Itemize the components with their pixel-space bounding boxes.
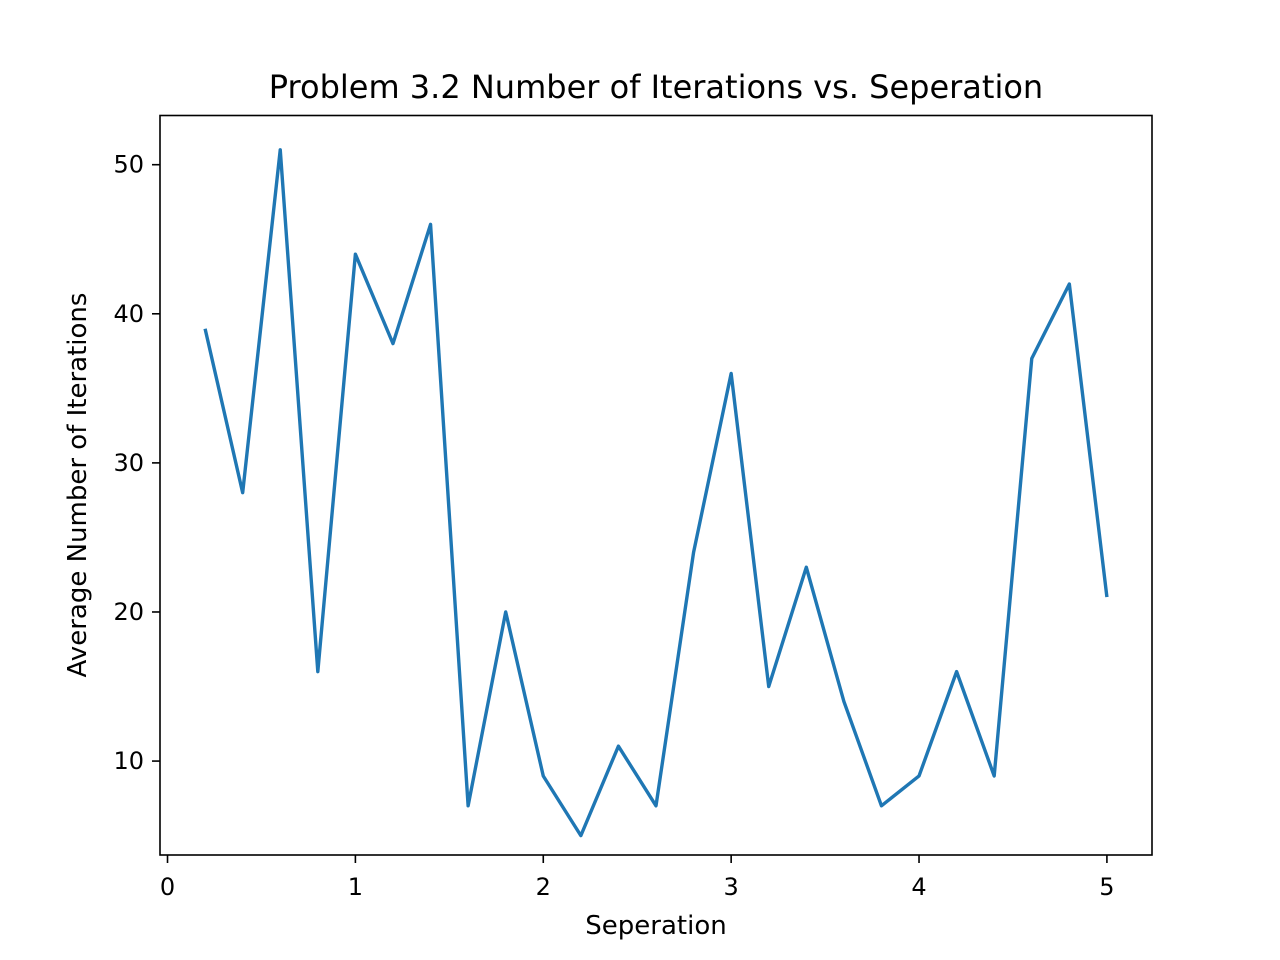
- series-line: [203, 148, 1109, 838]
- x-tick-label: 1: [348, 873, 363, 901]
- y-tick-label: 40: [113, 300, 144, 328]
- y-tick-label: 50: [113, 151, 144, 179]
- y-axis-label: Average Number of Iterations: [63, 293, 93, 678]
- x-axis-ticks: 0 1 2 3 4 5: [160, 855, 1115, 901]
- x-tick-label: 3: [724, 873, 739, 901]
- x-tick-label: 4: [911, 873, 926, 901]
- plot-area-frame: [159, 114, 1153, 856]
- x-tick-label: 5: [1099, 873, 1114, 901]
- x-tick-label: 2: [536, 873, 551, 901]
- chart-title: Problem 3.2 Number of Iterations vs. Sep…: [269, 68, 1043, 106]
- x-tick-label: 0: [160, 873, 175, 901]
- y-tick-label: 30: [113, 449, 144, 477]
- x-axis-label: Seperation: [585, 911, 726, 941]
- y-tick-label: 20: [113, 598, 144, 626]
- y-axis-ticks: 10 20 30 40 50: [113, 151, 160, 775]
- series-group: [203, 148, 1109, 838]
- y-tick-label: 10: [113, 747, 144, 775]
